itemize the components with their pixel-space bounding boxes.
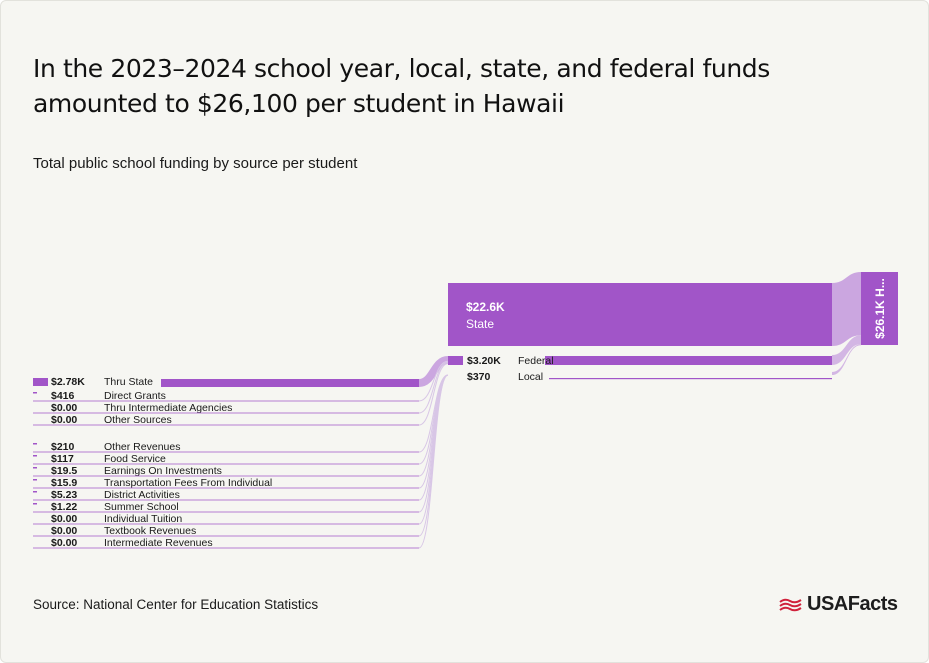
- local-value-label: $370: [467, 371, 491, 383]
- local-textbook-revenues-value: $0.00: [51, 525, 77, 537]
- local-earnings-on-investments-label: Earnings On Investments: [104, 465, 222, 477]
- local-summer-school-marker: [33, 503, 37, 505]
- federal-direct-grants-marker: [33, 392, 37, 394]
- local-summer-school-label: Summer School: [104, 501, 179, 513]
- source-note: Source: National Center for Education St…: [33, 597, 319, 612]
- local-other-revenues-label: Other Revenues: [104, 441, 180, 453]
- federal-thru-intermediate-agencies-link: [418, 361, 449, 414]
- brand-name: USAFacts: [807, 593, 898, 615]
- local-textbook-revenues-label: Textbook Revenues: [104, 525, 196, 537]
- local-transportation-fees-from-individual-label: Transportation Fees From Individual: [104, 477, 272, 489]
- local-earnings-on-investments-marker: [33, 467, 37, 469]
- total-value-label: $26.1K H...: [873, 278, 887, 339]
- local-individual-tuition-label: Individual Tuition: [104, 513, 182, 525]
- local-intermediate-revenues-value: $0.00: [51, 537, 77, 549]
- usa-flag-icon: [779, 598, 802, 611]
- node-local: [549, 378, 832, 380]
- local-food-service-value: $117: [51, 453, 74, 465]
- link-federal-to-total: [832, 335, 861, 365]
- federal-other-sources-value: $0.00: [51, 414, 77, 426]
- federal-name-label: Federal: [518, 355, 554, 367]
- federal-other-sources-link: [418, 363, 449, 426]
- local-district-activities-label: District Activities: [104, 489, 180, 501]
- local-other-revenues-marker: [33, 443, 37, 445]
- federal-thru-state-marker: [33, 378, 48, 386]
- local-individual-tuition-value: $0.00: [51, 513, 77, 525]
- local-transportation-fees-from-individual-value: $15.9: [51, 477, 77, 489]
- node-federal: [545, 356, 832, 365]
- link-local-to-total: [832, 344, 861, 375]
- node-total: [861, 272, 898, 345]
- link-state-to-total: [832, 272, 861, 346]
- local-district-activities-value: $5.23: [51, 489, 77, 501]
- chart-title: In the 2023–2024 school year, local, sta…: [33, 54, 770, 118]
- local-transportation-fees-from-individual-link: [418, 374, 449, 489]
- local-summer-school-value: $1.22: [51, 501, 77, 513]
- local-intermediate-revenues-label: Intermediate Revenues: [104, 537, 213, 549]
- local-name-label: Local: [518, 371, 543, 383]
- state-value-label: $22.6K: [466, 300, 505, 314]
- chart-subtitle: Total public school funding by source pe…: [33, 155, 358, 172]
- federal-direct-grants-label: Direct Grants: [104, 390, 166, 402]
- state-name-label: State: [466, 317, 494, 331]
- federal-direct-grants-value: $416: [51, 390, 75, 402]
- federal-direct-grants-link: [418, 360, 449, 402]
- node-state: [448, 283, 832, 346]
- local-earnings-on-investments-value: $19.5: [51, 465, 77, 477]
- local-other-revenues-value: $210: [51, 441, 75, 453]
- federal-thru-intermediate-agencies-value: $0.00: [51, 402, 77, 414]
- federal-value-label: $3.20K: [467, 355, 501, 367]
- node-federal-left: [448, 356, 463, 365]
- federal-thru-state-value: $2.78K: [51, 376, 85, 388]
- local-intermediate-revenues-link: [418, 374, 449, 549]
- local-food-service-marker: [33, 455, 37, 457]
- federal-thru-state-label: Thru State: [104, 376, 153, 388]
- local-transportation-fees-from-individual-marker: [33, 479, 37, 481]
- local-food-service-label: Food Service: [104, 453, 166, 465]
- federal-thru-state-link: [418, 356, 449, 387]
- federal-thru-intermediate-agencies-label: Thru Intermediate Agencies: [104, 402, 232, 414]
- brand-logo: USAFacts: [779, 593, 898, 616]
- federal-thru-state-bar: [161, 379, 419, 387]
- local-district-activities-marker: [33, 491, 37, 493]
- federal-other-sources-label: Other Sources: [104, 414, 172, 426]
